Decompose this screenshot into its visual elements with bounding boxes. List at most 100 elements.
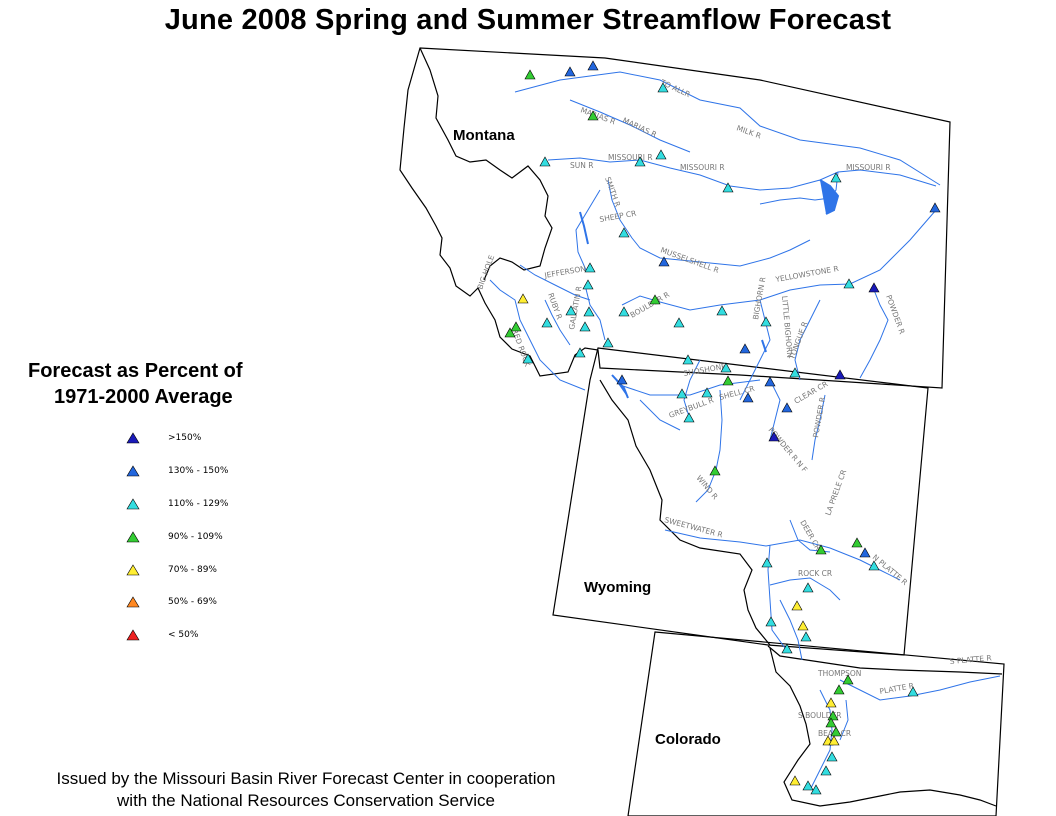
forecast-point[interactable] (720, 362, 732, 373)
forecast-point[interactable] (830, 172, 842, 183)
river-label: S BOULDER (798, 711, 841, 720)
forecast-point[interactable] (929, 202, 941, 213)
forecast-point[interactable] (815, 544, 827, 555)
river-label: SHEEP CR (599, 209, 637, 224)
river-label: DEER CR (798, 519, 822, 552)
forecast-point[interactable] (830, 726, 842, 737)
wyoming-outline (552, 347, 929, 656)
forecast-point[interactable] (682, 354, 694, 365)
forecast-point[interactable] (764, 376, 776, 387)
reservoirs (579, 179, 840, 399)
forecast-point[interactable] (833, 684, 845, 695)
forecast-point[interactable] (587, 110, 599, 121)
forecast-point[interactable] (826, 751, 838, 762)
river-label: SMITH R (603, 176, 622, 208)
footer-line2: with the National Resources Conservation… (117, 791, 495, 810)
forecast-point[interactable] (859, 547, 871, 558)
forecast-point[interactable] (761, 557, 773, 568)
forecast-point[interactable] (789, 367, 801, 378)
forecast-point[interactable] (800, 631, 812, 642)
forecast-point[interactable] (510, 321, 522, 332)
river-label: BIG HOLE (475, 254, 496, 291)
forecast-point[interactable] (868, 282, 880, 293)
forecast-point[interactable] (539, 156, 551, 167)
forecast-point[interactable] (802, 780, 814, 791)
forecast-point[interactable] (541, 317, 553, 328)
forecast-point[interactable] (907, 686, 919, 697)
river-label: YELLOWSTONE R (774, 264, 839, 284)
forecast-point[interactable] (618, 306, 630, 317)
forecast-point[interactable] (825, 697, 837, 708)
legend-triangle-icon (126, 498, 140, 510)
river-label: MILK R (735, 123, 762, 140)
montana-outline (399, 47, 951, 389)
forecast-point[interactable] (683, 412, 695, 423)
legend-label: < 50% (168, 630, 199, 640)
forecast-point[interactable] (564, 66, 576, 77)
forecast-point[interactable] (658, 256, 670, 267)
river-label: MUSSELSHELL R (659, 245, 720, 274)
forecast-point[interactable] (634, 156, 646, 167)
forecast-point[interactable] (616, 374, 628, 385)
legend-label: 50% - 69% (168, 597, 217, 607)
forecast-point[interactable] (524, 69, 536, 80)
forecast-point[interactable] (579, 321, 591, 332)
forecast-point[interactable] (574, 347, 586, 358)
legend-triangle-icon (126, 432, 140, 444)
forecast-point[interactable] (781, 402, 793, 413)
legend-title-line2: 1971-2000 Average (54, 386, 233, 408)
forecast-point[interactable] (649, 294, 661, 305)
forecast-point[interactable] (739, 343, 751, 354)
forecast-point[interactable] (789, 775, 801, 786)
forecast-point[interactable] (722, 182, 734, 193)
forecast-point[interactable] (701, 387, 713, 398)
forecast-point[interactable] (584, 262, 596, 273)
forecast-point[interactable] (851, 537, 863, 548)
legend-label: 70% - 89% (168, 565, 217, 575)
forecast-point[interactable] (797, 620, 809, 631)
forecast-point[interactable] (709, 465, 721, 476)
river-network (489, 71, 1001, 791)
forecast-point[interactable] (768, 431, 780, 442)
forecast-point[interactable] (742, 392, 754, 403)
forecast-point[interactable] (825, 717, 837, 728)
river-label: GREYBULL R (668, 395, 715, 420)
forecast-point[interactable] (722, 375, 734, 386)
montana-west-edge (419, 47, 553, 281)
forecast-point[interactable] (781, 643, 793, 654)
river-label: S PLATTE R (949, 653, 992, 666)
legend-triangle-icon (126, 596, 140, 608)
forecast-point[interactable] (655, 149, 667, 160)
forecast-point[interactable] (765, 616, 777, 627)
forecast-point[interactable] (842, 674, 854, 685)
forecast-point[interactable] (760, 316, 772, 327)
forecast-point[interactable] (843, 278, 855, 289)
wyoming-basin-edge (599, 379, 771, 646)
forecast-point[interactable] (565, 305, 577, 316)
forecast-point[interactable] (868, 560, 880, 571)
forecast-point[interactable] (791, 600, 803, 611)
state-boundaries (399, 47, 1005, 816)
river-label: MARIAS R (579, 105, 616, 126)
forecast-point[interactable] (676, 388, 688, 399)
forecast-point[interactable] (517, 293, 529, 304)
forecast-point[interactable] (583, 306, 595, 317)
forecast-point[interactable] (834, 369, 846, 380)
forecast-point[interactable] (504, 327, 516, 338)
forecast-point[interactable] (673, 317, 685, 328)
forecast-point[interactable] (602, 337, 614, 348)
forecast-point[interactable] (522, 353, 534, 364)
forecast-point[interactable] (820, 765, 832, 776)
forecast-point[interactable] (587, 60, 599, 71)
forecast-point[interactable] (657, 82, 669, 93)
forecast-point[interactable] (810, 784, 822, 795)
forecast-point[interactable] (827, 710, 839, 721)
legend-label: 90% - 109% (168, 532, 223, 542)
forecast-point[interactable] (618, 227, 630, 238)
forecast-point[interactable] (828, 735, 840, 746)
forecast-point[interactable] (582, 279, 594, 290)
river-label: MISSOURI R (846, 163, 891, 172)
river-label: THOMPSON (817, 669, 861, 678)
forecast-point[interactable] (716, 305, 728, 316)
forecast-point[interactable] (802, 582, 814, 593)
